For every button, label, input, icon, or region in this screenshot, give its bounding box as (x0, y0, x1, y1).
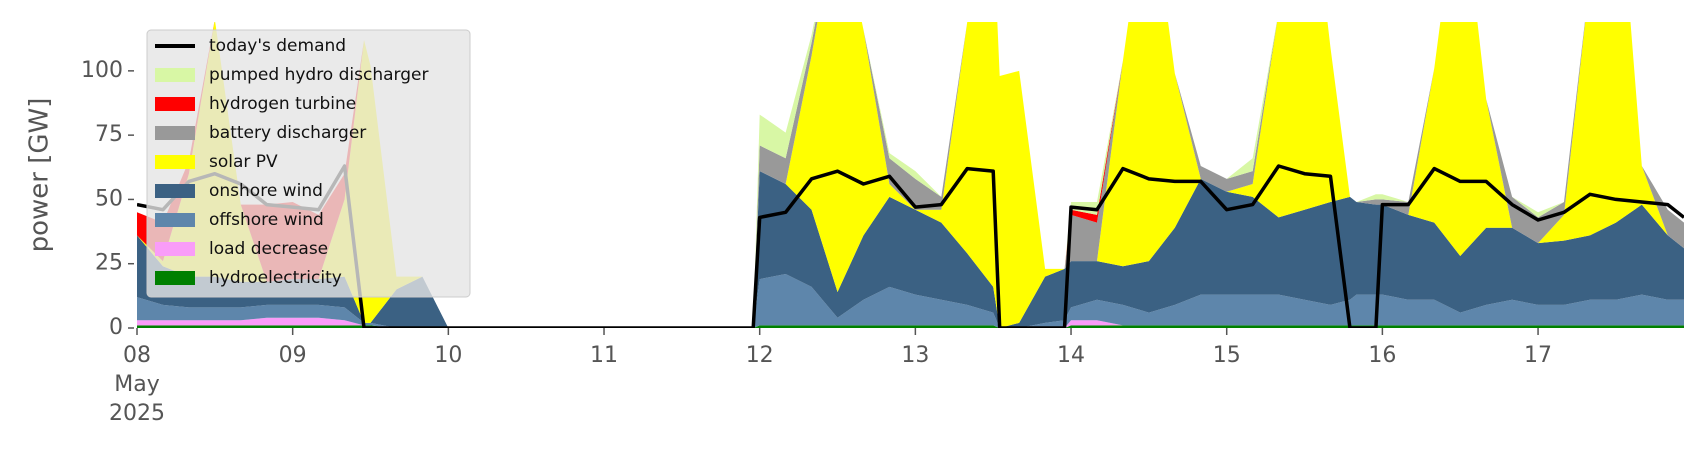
y-tick-label: 50 (95, 186, 123, 211)
legend-swatch (155, 68, 195, 82)
legend-box (146, 29, 471, 298)
legend-swatch (155, 184, 195, 198)
y-tick-label: 25 (95, 251, 123, 276)
y-tick-label: 100 (81, 58, 123, 83)
area (137, 171, 1684, 328)
x-tick-label: 17 (1524, 343, 1552, 368)
legend-label: pumped hydro discharger (209, 65, 428, 85)
x-tick-label: 08 (123, 343, 151, 368)
legend-swatch (155, 97, 195, 111)
legend-label: onshore wind (209, 181, 323, 201)
legend-label: today's demand (209, 36, 346, 56)
area (137, 22, 1684, 328)
legend-label: load decrease (209, 239, 328, 259)
x-tick-sublabel: 2025 (109, 401, 165, 426)
legend-label: hydrogen turbine (209, 94, 356, 114)
legend-swatch (155, 155, 195, 169)
area (137, 274, 1684, 328)
area (137, 317, 1684, 328)
x-tick-label: 12 (746, 343, 774, 368)
area (137, 22, 1684, 328)
legend-label: offshore wind (209, 210, 324, 230)
legend-label: hydroelectricity (209, 268, 342, 288)
x-tick-label: 11 (590, 343, 618, 368)
y-axis-label: power [GW] (25, 98, 55, 253)
legend-label: solar PV (209, 152, 278, 172)
area (137, 325, 1684, 328)
x-tick-label: 14 (1057, 343, 1085, 368)
plot-area (137, 22, 1684, 328)
x-tick-label: 16 (1368, 343, 1396, 368)
legend-swatch (155, 126, 195, 140)
x-tick-label: 10 (434, 343, 462, 368)
axes: 0 25 50 75 100 08 May 2025 09 10 11 12 13 14 15 16 17 tod… (81, 29, 1552, 426)
x-tick-label: 09 (279, 343, 307, 368)
x-tick-sublabel: May (114, 372, 159, 397)
legend-swatch (155, 271, 195, 285)
y-tick-label: 0 (109, 315, 123, 340)
legend-swatch (155, 242, 195, 256)
x-tick-label: 15 (1213, 343, 1241, 368)
line (137, 164, 1684, 328)
x-tick-label: 13 (901, 343, 929, 368)
legend-swatch (155, 213, 195, 227)
legend-label: battery discharger (209, 123, 366, 143)
y-tick-label: 75 (95, 122, 123, 147)
